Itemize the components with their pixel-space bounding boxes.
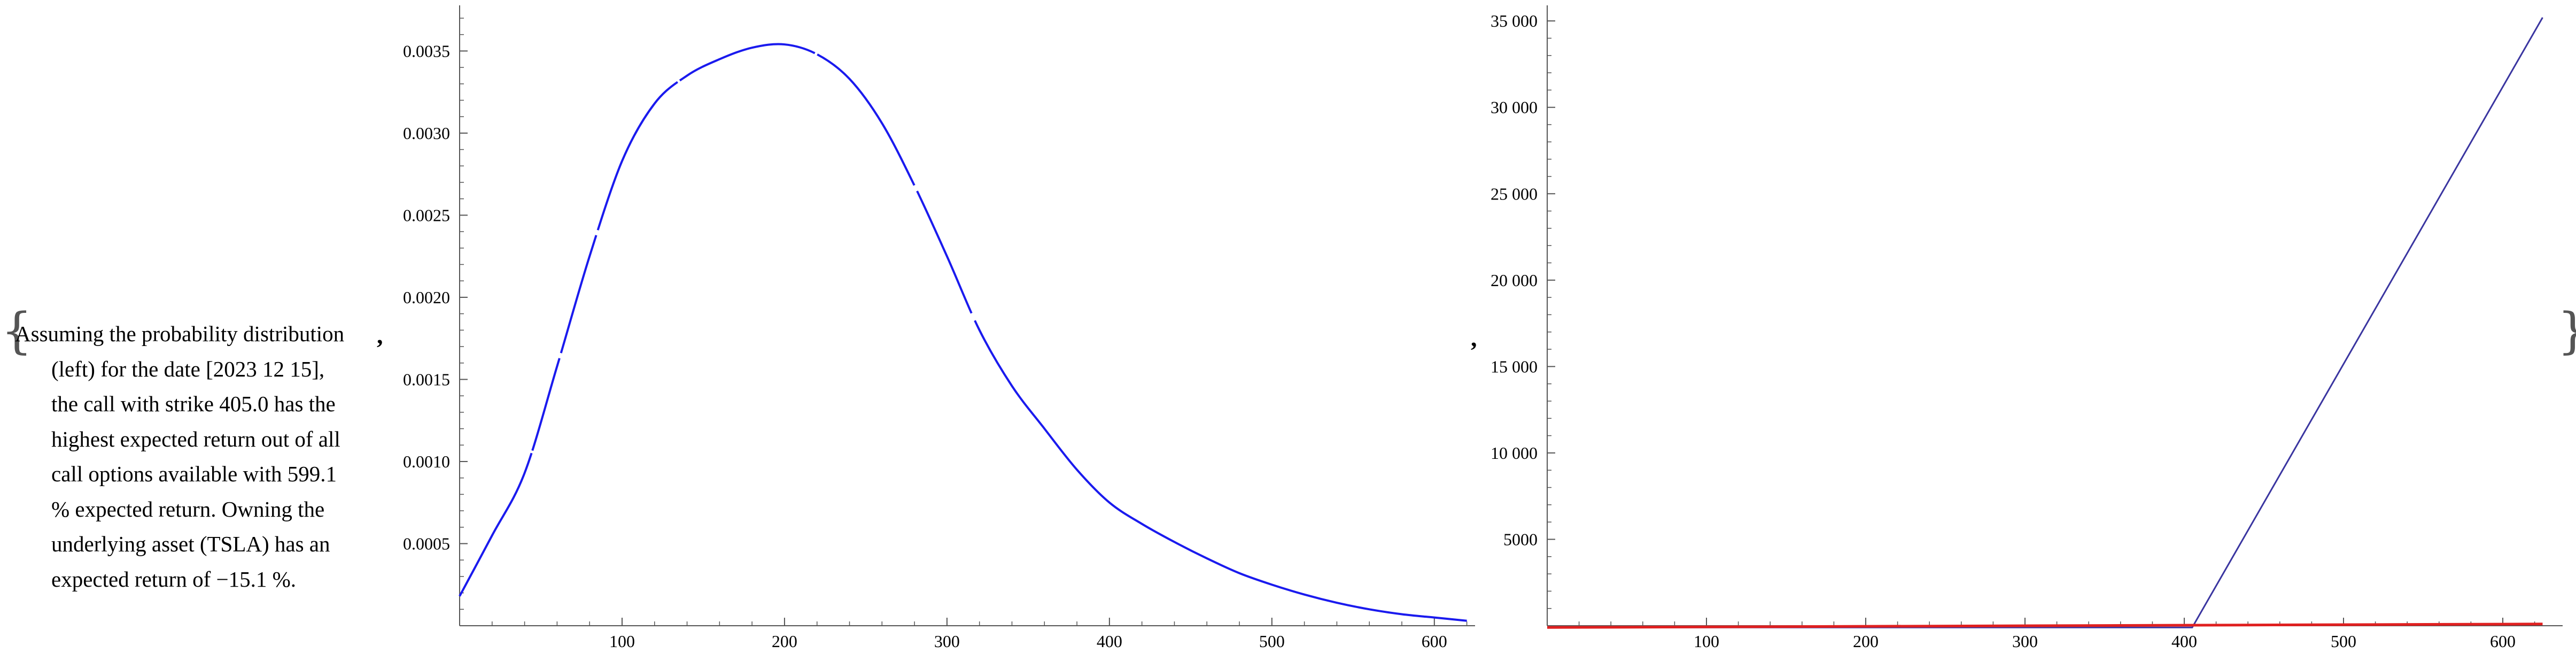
y-tick-label: 0.0025 xyxy=(403,205,450,225)
y-tick-label: 35 000 xyxy=(1491,11,1538,30)
brace-open: { xyxy=(1,302,33,359)
y-tick-label: 30 000 xyxy=(1491,98,1538,117)
x-tick-label: 400 xyxy=(1097,632,1122,651)
message-line: highest expected return out of all xyxy=(51,426,340,451)
x-tick-label: 600 xyxy=(2490,632,2516,651)
message-line: underlying asset (TSLA) has an xyxy=(51,532,330,556)
x-tick-label: 500 xyxy=(2331,632,2356,651)
y-tick-label: 20 000 xyxy=(1491,271,1538,290)
message-line: expected return of −15.1 %. xyxy=(51,566,297,591)
call-payoff-line xyxy=(1547,17,2543,628)
x-tick-label: 200 xyxy=(772,632,797,651)
x-tick-label: 600 xyxy=(1422,632,1447,651)
x-tick-label: 400 xyxy=(2171,632,2197,651)
x-tick-label: 500 xyxy=(1259,632,1285,651)
message-line: the call with strike 405.0 has the xyxy=(51,391,336,416)
list-separator-comma: , xyxy=(377,321,383,349)
y-tick-label: 0.0005 xyxy=(403,534,450,553)
y-tick-label: 10 000 xyxy=(1491,443,1538,463)
y-tick-label: 5000 xyxy=(1503,529,1538,549)
x-tick-label: 300 xyxy=(934,632,960,651)
message-line: (left) for the date [2023 12 15], xyxy=(51,356,325,381)
brace-close: } xyxy=(2557,302,2576,359)
result-message: Assuming the probability distribution (l… xyxy=(15,317,384,597)
y-tick-label: 0.0030 xyxy=(403,124,450,143)
y-tick-label: 0.0020 xyxy=(403,288,450,307)
x-tick-label: 300 xyxy=(2012,632,2038,651)
y-tick-label: 0.0010 xyxy=(403,452,450,471)
x-tick-label: 100 xyxy=(1694,632,1719,651)
list-separator-comma: , xyxy=(1471,324,1477,351)
y-tick-label: 15 000 xyxy=(1491,357,1538,376)
y-tick-label: 25 000 xyxy=(1491,184,1538,203)
message-line: % expected return. Owning the xyxy=(51,496,325,521)
message-line: Assuming the probability distribution xyxy=(15,321,345,346)
y-tick-label: 0.0015 xyxy=(403,370,450,389)
x-tick-label: 100 xyxy=(609,632,635,651)
asset-payoff-line xyxy=(1547,623,2543,629)
message-line: call options available with 599.1 xyxy=(51,462,337,486)
y-tick-label: 0.0035 xyxy=(403,41,450,60)
density-curve xyxy=(459,43,1467,622)
x-tick-label: 200 xyxy=(1853,632,1879,651)
